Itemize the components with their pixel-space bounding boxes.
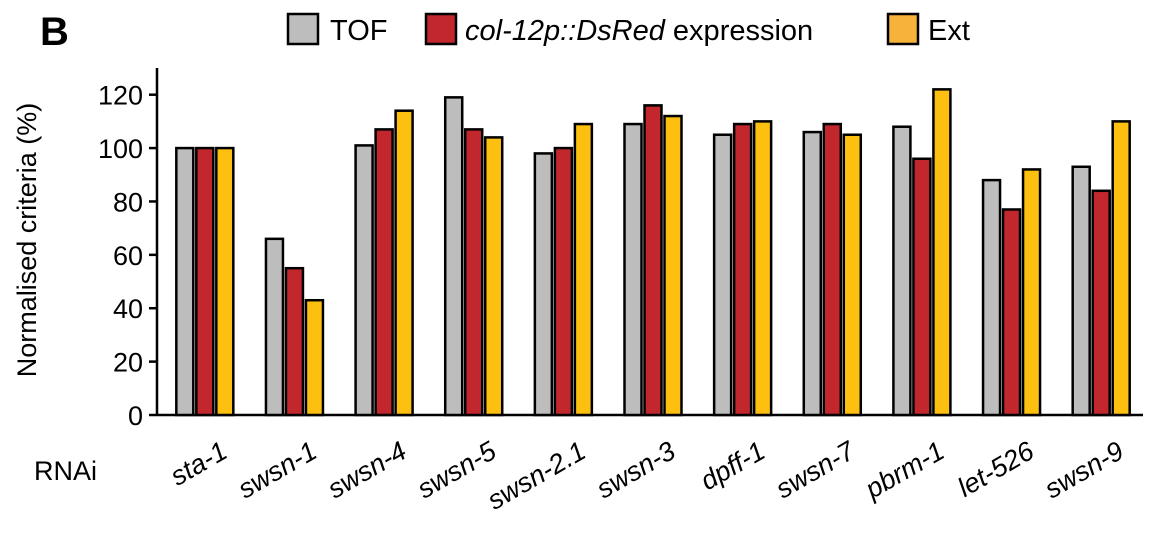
legend-swatch-tof bbox=[286, 12, 320, 46]
bar-sta-1-2 bbox=[215, 146, 235, 417]
bar-swsn-5-1 bbox=[463, 128, 484, 417]
x-category-label: swsn-1 bbox=[233, 436, 322, 505]
legend-label-dsred-italic: col-12p::DsRed bbox=[465, 15, 666, 47]
bar-swsn-3-2 bbox=[663, 114, 683, 417]
bar-let-526-0 bbox=[981, 178, 1002, 417]
legend-label-tof: TOF bbox=[330, 15, 387, 47]
y-tick-label: 100 bbox=[98, 134, 143, 164]
legend: TOF col-12p::DsRed expression Ext bbox=[286, 12, 970, 47]
x-category-label: swsn-3 bbox=[591, 436, 680, 505]
bar-swsn-9-0 bbox=[1071, 165, 1091, 417]
bar-swsn-3-0 bbox=[623, 122, 643, 417]
y-axis-title: Normalised criteria (%) bbox=[12, 103, 42, 378]
bar-swsn-4-1 bbox=[374, 128, 394, 417]
x-category-label: sta-1 bbox=[165, 436, 232, 492]
y-tick-label: 120 bbox=[98, 81, 143, 111]
panel-label: B bbox=[40, 10, 69, 54]
bar-sta-1-0 bbox=[175, 146, 195, 417]
bar-swsn-3-1 bbox=[643, 104, 663, 417]
bar-swsn-7-1 bbox=[822, 122, 843, 417]
bar-swsn-4-2 bbox=[394, 109, 414, 417]
bar-swsn-1-0 bbox=[264, 237, 285, 417]
bar-dpff-1-0 bbox=[712, 133, 733, 417]
x-prefix-label: RNAi bbox=[34, 456, 97, 486]
bar-swsn-9-2 bbox=[1111, 120, 1131, 417]
y-tick-label: 60 bbox=[113, 241, 143, 271]
bar-swsn-4-0 bbox=[354, 144, 374, 417]
bar-swsn-2.1-1 bbox=[553, 146, 574, 417]
legend-label-ext: Ext bbox=[928, 15, 970, 47]
legend-label-dsred: col-12p::DsRed expression bbox=[465, 15, 813, 47]
bar-dpff-1-1 bbox=[732, 122, 753, 417]
x-category-label: dpff-1 bbox=[695, 436, 770, 497]
x-category-label: pbrm-1 bbox=[859, 436, 949, 505]
bar-pbrm-1-0 bbox=[892, 125, 912, 417]
bar-let-526-2 bbox=[1021, 168, 1042, 417]
bar-dpff-1-2 bbox=[752, 120, 773, 417]
y-tick-label: 20 bbox=[113, 348, 143, 378]
bar-sta-1-1 bbox=[195, 146, 215, 417]
x-category-label: swsn-7 bbox=[771, 435, 861, 504]
bar-swsn-1-1 bbox=[284, 266, 305, 417]
bar-swsn-7-0 bbox=[802, 130, 823, 417]
x-category-label: swsn-4 bbox=[322, 436, 411, 505]
bar-swsn-7-2 bbox=[842, 133, 863, 417]
bar-swsn-2.1-0 bbox=[533, 152, 554, 417]
bar-let-526-1 bbox=[1001, 208, 1022, 417]
x-category-label: swsn-2.1 bbox=[482, 436, 591, 516]
bar-swsn-2.1-2 bbox=[573, 122, 594, 417]
y-tick-label: 0 bbox=[128, 401, 143, 431]
legend-swatch-ext bbox=[886, 12, 920, 46]
bar-swsn-5-2 bbox=[483, 136, 504, 417]
bar-swsn-1-2 bbox=[304, 298, 325, 417]
bar-pbrm-1-2 bbox=[932, 88, 952, 417]
legend-label-dsred-suffix: expression bbox=[665, 15, 813, 47]
x-category-label: let-526 bbox=[952, 435, 1039, 503]
bar-pbrm-1-1 bbox=[912, 157, 932, 417]
bar-swsn-5-0 bbox=[443, 96, 464, 417]
x-category-label: swsn-9 bbox=[1040, 436, 1129, 505]
legend-swatch-dsred bbox=[424, 12, 458, 46]
bar-swsn-9-1 bbox=[1091, 189, 1111, 417]
y-tick-label: 40 bbox=[113, 294, 143, 324]
y-tick-label: 80 bbox=[113, 187, 143, 217]
